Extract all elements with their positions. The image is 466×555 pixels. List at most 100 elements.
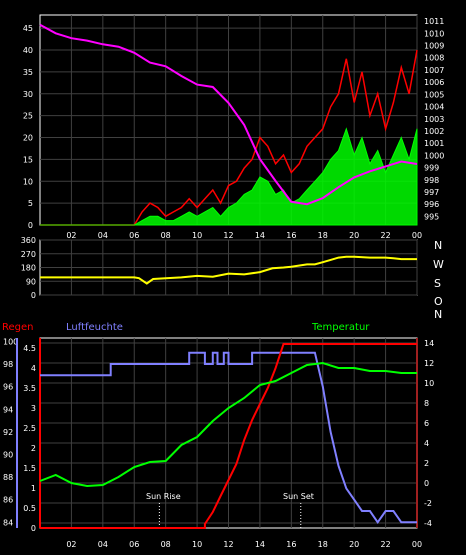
wind-tick-x-16: 16 [286, 231, 296, 240]
rain-line [40, 343, 417, 529]
wind-tick-y-45: 45 [23, 24, 33, 33]
pressure-tick-y-1011: 1011 [424, 17, 444, 26]
wind-tick-x-22: 22 [380, 231, 390, 240]
pressure-tick-y-1000: 1000 [424, 151, 444, 160]
rain-tick-y-0: 0 [31, 524, 36, 533]
pressure-tick-y-1007: 1007 [424, 66, 444, 75]
compass-w: W [433, 258, 444, 271]
rain-tick-y-4: 4 [31, 364, 36, 373]
climate-tick-x-16: 16 [286, 540, 296, 549]
climate-tick-x-06: 06 [129, 540, 139, 549]
wind-tick-y-0: 0 [28, 221, 33, 230]
direction-tick-y-90: 90 [26, 277, 36, 286]
temperature-tick-y-12: 12 [424, 359, 434, 368]
pressure-tick-y-997: 997 [424, 188, 439, 197]
wind-gust-line [40, 49, 418, 226]
climate-tick-x-02: 02 [66, 540, 76, 549]
wind-average-area [40, 127, 418, 226]
humidity-tick-y-100: 100 [3, 337, 18, 346]
wind-tick-y-15: 15 [23, 155, 33, 164]
humidity-line [40, 351, 417, 525]
temperature-tick-y--2: -2 [424, 499, 432, 508]
climate-tick-x-20: 20 [349, 540, 359, 549]
graph-title: 24 hour graph day 13 November 2023 [170, 2, 363, 13]
temperature-line [39, 361, 417, 488]
temperature-tick-y-6: 6 [424, 419, 429, 428]
humidity-title: Luftfeuchte [66, 322, 123, 333]
compass-s: S [434, 277, 441, 290]
rain-tick-y-2: 2 [31, 444, 36, 453]
temperature-tick-y-4: 4 [424, 439, 429, 448]
humidity-tick-y-84: 84 [3, 518, 13, 527]
pressure-tick-y-995: 995 [424, 212, 439, 221]
compass-n-top: N [434, 239, 442, 252]
wind-tick-y-40: 40 [23, 46, 33, 55]
climate-tick-x-22: 22 [380, 540, 390, 549]
climate-tick-x-18: 18 [318, 540, 328, 549]
pressure-tick-y-998: 998 [424, 176, 439, 185]
sun-set-label: Sun Set [283, 492, 314, 501]
temperature-tick-y-10: 10 [424, 379, 434, 388]
pressure-tick-y-1005: 1005 [424, 90, 444, 99]
direction-tick-y-0: 0 [31, 291, 36, 300]
climate-tick-x-10: 10 [192, 540, 202, 549]
climate-tick-x-08: 08 [161, 540, 171, 549]
sun-rise-label: Sun Rise [146, 492, 181, 501]
pressure-tick-y-1010: 1010 [424, 29, 444, 38]
rain-tick-y-1.5: 1.5 [23, 464, 36, 473]
rain-tick-y-0.5: 0.5 [23, 504, 36, 513]
pressure-line [39, 23, 418, 206]
rain-title: Regen [2, 322, 34, 333]
wind-tick-y-5: 5 [28, 199, 33, 208]
wind-tick-y-30: 30 [23, 90, 33, 99]
rain-tick-y-4.5: 4.5 [23, 344, 36, 353]
rain-tick-y-3.5: 3.5 [23, 384, 36, 393]
climate-tick-x-12: 12 [223, 540, 233, 549]
wind-tick-y-10: 10 [23, 177, 33, 186]
rain-tick-y-1: 1 [31, 484, 36, 493]
humidity-tick-y-94: 94 [3, 405, 13, 414]
wind-tick-x-04: 04 [98, 231, 108, 240]
wind-tick-x-14: 14 [255, 231, 265, 240]
temperature-tick-y-0: 0 [424, 479, 429, 488]
wind-tick-x-18: 18 [318, 231, 328, 240]
pressure-tick-y-1001: 1001 [424, 139, 444, 148]
humidity-rain-temperature-chart: -4-202468101214848688909294969810000.511… [3, 337, 434, 549]
direction-tick-y-180: 180 [21, 264, 36, 273]
wind-tick-y-25: 25 [23, 112, 33, 121]
climate-tick-x-00: 00 [412, 540, 422, 549]
rain-tick-y-2.5: 2.5 [23, 424, 36, 433]
temperature-tick-y--4: -4 [424, 519, 432, 528]
humidity-tick-y-92: 92 [3, 428, 13, 437]
humidity-tick-y-86: 86 [3, 496, 13, 505]
pressure-title: Luftdruck [372, 2, 419, 13]
humidity-tick-y-90: 90 [3, 450, 13, 459]
climate-tick-x-14: 14 [255, 540, 265, 549]
pressure-tick-y-1006: 1006 [424, 78, 444, 87]
pressure-tick-y-996: 996 [424, 200, 439, 209]
wind-tick-y-20: 20 [23, 134, 33, 143]
wind-tick-x-20: 20 [349, 231, 359, 240]
wind-tick-x-08: 08 [161, 231, 171, 240]
pressure-tick-y-1004: 1004 [424, 103, 444, 112]
pressure-tick-y-1008: 1008 [424, 54, 444, 63]
wind-pressure-chart: 0510152025303540459959969979989991000100… [23, 15, 444, 240]
wind-direction-line [40, 255, 417, 285]
pressure-tick-y-1009: 1009 [424, 42, 444, 51]
humidity-tick-y-96: 96 [3, 383, 13, 392]
wind-tick-x-02: 02 [66, 231, 76, 240]
direction-tick-y-360: 360 [21, 236, 36, 245]
temperature-tick-y-2: 2 [424, 459, 429, 468]
wind-direction-chart: 0 90 180 270 360 [21, 236, 418, 300]
direction-tick-y-270: 270 [21, 250, 36, 259]
wind-tick-x-12: 12 [223, 231, 233, 240]
temperature-tick-y-8: 8 [424, 399, 429, 408]
pressure-tick-y-999: 999 [424, 164, 439, 173]
compass-n-bottom: N [434, 308, 442, 321]
temperature-tick-y-14: 14 [424, 339, 434, 348]
humidity-tick-y-98: 98 [3, 360, 13, 369]
wind-tick-x-10: 10 [192, 231, 202, 240]
pressure-tick-y-1003: 1003 [424, 115, 444, 124]
